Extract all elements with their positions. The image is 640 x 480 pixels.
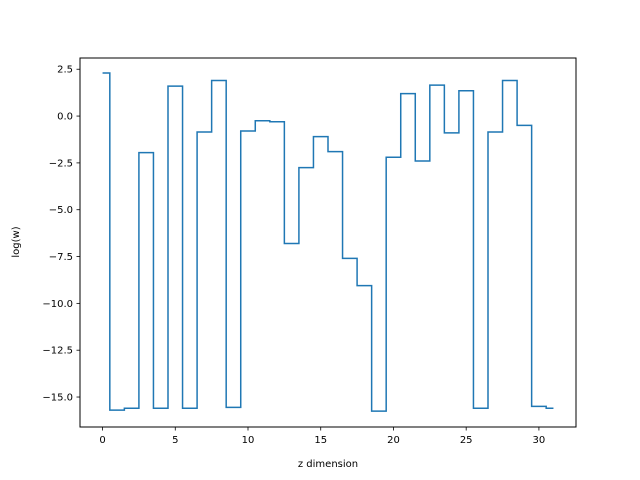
x-axis-label: z dimension bbox=[298, 459, 358, 470]
x-tick-label: 0 bbox=[99, 435, 105, 446]
x-tick-label: 10 bbox=[242, 435, 255, 446]
x-tick-label: 5 bbox=[172, 435, 178, 446]
y-tick-label: −12.5 bbox=[42, 346, 73, 357]
y-tick-label: −15.0 bbox=[42, 393, 73, 404]
y-tick-label: −10.0 bbox=[42, 299, 73, 310]
series-layer bbox=[102, 72, 554, 412]
series-line-0 bbox=[102, 72, 554, 412]
x-tick-label: 25 bbox=[460, 435, 473, 446]
y-tick-label: −2.5 bbox=[49, 158, 73, 169]
y-tick-label: 0.0 bbox=[57, 112, 73, 123]
plot-frame bbox=[79, 57, 577, 428]
x-tick-label: 15 bbox=[314, 435, 327, 446]
x-tick-label: 20 bbox=[387, 435, 400, 446]
x-axis-ticks: 0 5 10 15 20 25 30 bbox=[99, 427, 545, 446]
y-tick-label: −7.5 bbox=[49, 252, 73, 263]
y-tick-label: 2.5 bbox=[57, 65, 73, 76]
x-tick-label: 30 bbox=[533, 435, 546, 446]
y-axis-label: log(w) bbox=[11, 226, 22, 257]
y-axis-ticks: 2.5 0.0 −2.5 −5.0 −7.5 −10.0 −12.5 −15.0 bbox=[42, 65, 80, 404]
y-tick-label: −5.0 bbox=[49, 205, 73, 216]
